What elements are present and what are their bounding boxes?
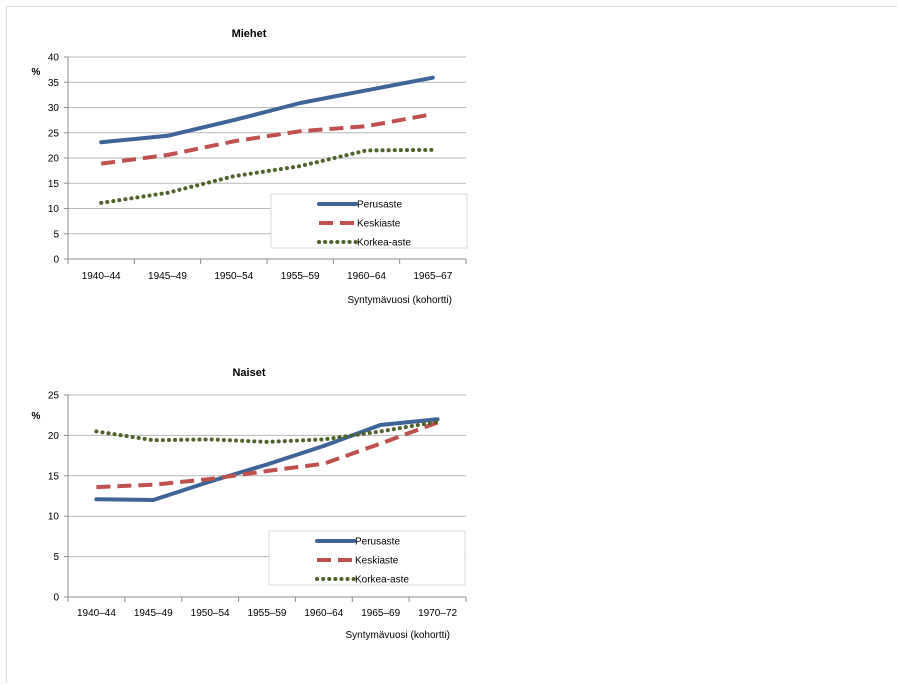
legend-box xyxy=(270,193,468,249)
chart-title: Naiset xyxy=(232,367,265,379)
y-tick-label: 10 xyxy=(48,512,60,523)
y-tick-label: 30 xyxy=(48,103,60,114)
x-tick-label: 1960–64 xyxy=(304,608,343,619)
y-tick-label: 10 xyxy=(48,204,60,215)
x-tick-label: 1945–49 xyxy=(134,608,173,619)
legend-label: Keskiaste xyxy=(355,556,399,567)
chart-1: Miehet% 0 5 10 15 20 25 30 35 40 1940–44 1945–49 195… xyxy=(32,28,468,306)
y-tick-label: 5 xyxy=(53,229,59,240)
x-tick-label: 1955–59 xyxy=(281,271,320,282)
x-tick-label: 1950–54 xyxy=(214,271,253,282)
x-tick-label: 1955–59 xyxy=(248,608,287,619)
y-tick-label: 40 xyxy=(48,53,60,64)
y-tick-label: 35 xyxy=(48,78,60,89)
series-line-perusaste xyxy=(94,417,440,502)
y-tick-label: 0 xyxy=(53,255,59,266)
x-tick-label: 1965–69 xyxy=(361,608,400,619)
x-tick-label: 1960–64 xyxy=(347,271,386,282)
series-line-perusaste xyxy=(99,75,435,145)
x-tick-label: 1940–44 xyxy=(77,608,116,619)
legend-box xyxy=(268,530,466,586)
x-tick-label: 1950–54 xyxy=(191,608,230,619)
legend: Perusaste Keskiaste Korkea-aste xyxy=(270,193,468,249)
chart-title: Miehet xyxy=(232,28,267,40)
x-tick-label: 1970–72 xyxy=(418,608,457,619)
y-tick-label: 25 xyxy=(48,128,60,139)
x-tick-label: 1965–67 xyxy=(413,271,452,282)
y-tick-label: 0 xyxy=(53,593,59,604)
y-tick-label: 15 xyxy=(48,179,60,190)
y-tick-label: 25 xyxy=(48,391,60,402)
legend-label: Korkea-aste xyxy=(355,575,409,586)
series-line-keskiaste xyxy=(96,420,439,490)
x-tick-label: 1940–44 xyxy=(82,271,121,282)
y-tick-label: 5 xyxy=(53,552,59,563)
chart-frame xyxy=(6,6,897,683)
series-line-korkea-aste xyxy=(99,147,435,205)
x-axis-label: Syntymävuosi (kohortti) xyxy=(346,630,450,641)
y-tick-label: 15 xyxy=(48,471,60,482)
legend-label: Perusaste xyxy=(355,537,400,548)
y-tick-label: 20 xyxy=(48,431,60,442)
y-axis-label: % xyxy=(32,411,41,422)
series-line-keskiaste xyxy=(100,112,434,166)
x-axis-label: Syntymävuosi (kohortti) xyxy=(348,295,452,306)
legend-label: Korkea-aste xyxy=(357,238,411,249)
legend: Perusaste Keskiaste Korkea-aste xyxy=(268,530,466,586)
y-tick-label: 20 xyxy=(48,154,60,165)
series-line-korkea-aste xyxy=(94,419,440,444)
legend-label: Perusaste xyxy=(357,200,402,211)
chart-2: Naiset% 0 5 10 15 20 25 1940–44 1945–49 1950–54 19… xyxy=(32,367,467,641)
legend-label: Keskiaste xyxy=(357,219,401,230)
x-tick-label: 1945–49 xyxy=(148,271,187,282)
y-axis-label: % xyxy=(32,67,41,78)
